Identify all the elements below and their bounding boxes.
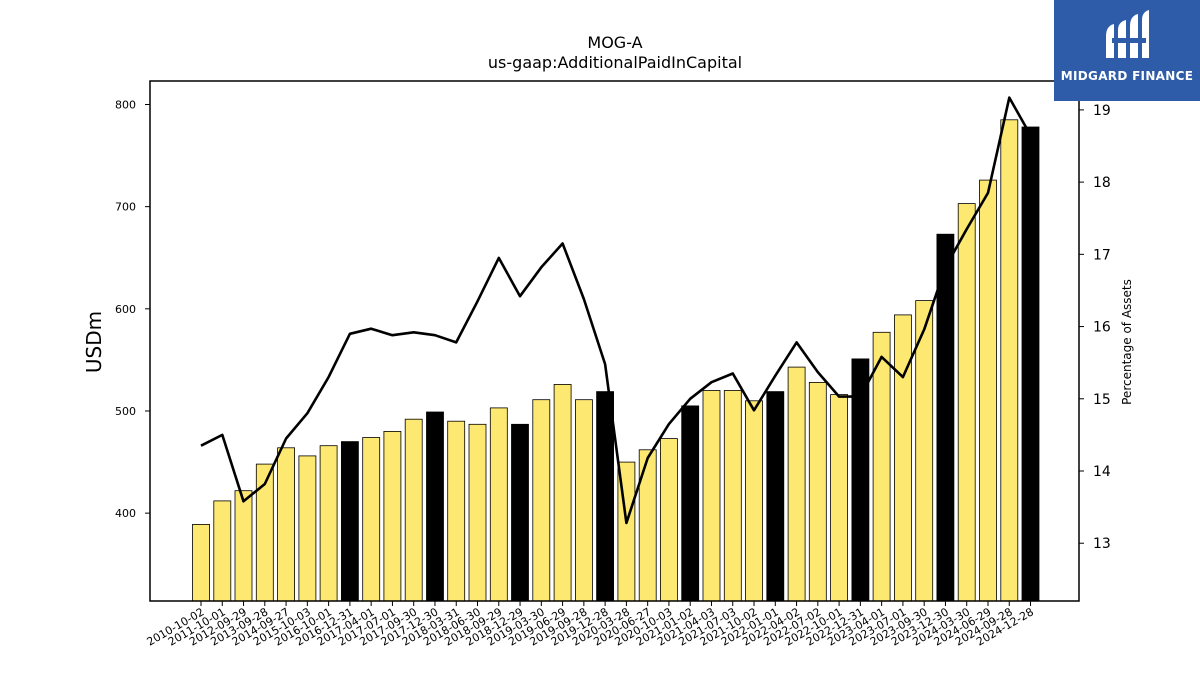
- midgard-logo-icon: [1106, 10, 1149, 58]
- bar: [681, 405, 700, 602]
- bar: [1000, 119, 1019, 602]
- bar: [404, 418, 423, 602]
- bar: [362, 437, 381, 602]
- brand-logo: MIDGARD FINANCE: [1054, 0, 1200, 101]
- bar: [234, 490, 253, 602]
- bar: [489, 407, 508, 602]
- bar: [319, 445, 338, 602]
- y2-tick-label: 14: [1093, 464, 1111, 480]
- bar: [872, 331, 891, 602]
- bar: [894, 314, 912, 602]
- left-axis: 400 500 600 700 800: [115, 98, 150, 520]
- x-axis: 2010-10-022011-10-012012-09-292013-09-28…: [145, 601, 1036, 649]
- bar: [383, 430, 402, 602]
- bar: [553, 383, 572, 602]
- bar: [426, 411, 444, 602]
- y2-tick-label: 17: [1093, 247, 1111, 263]
- y-axis-label: USDm: [82, 311, 106, 373]
- bar: [532, 399, 551, 602]
- percentage-line: [200, 96, 1032, 525]
- bar: [596, 391, 614, 602]
- y-tick-label: 800: [115, 98, 136, 111]
- line-group: [200, 96, 1032, 525]
- bar: [340, 441, 359, 602]
- bar: [702, 390, 721, 602]
- bar: [575, 399, 593, 602]
- bar: [660, 438, 678, 602]
- bar: [745, 400, 763, 602]
- bar: [830, 394, 848, 602]
- chart-subtitle: us-gaap:AdditionalPaidInCapital: [488, 53, 742, 72]
- bar: [808, 381, 827, 602]
- y-tick-label: 500: [115, 405, 136, 418]
- bar: [298, 455, 317, 602]
- y2-tick-label: 16: [1093, 320, 1111, 336]
- bar: [511, 423, 529, 602]
- bar: [468, 423, 487, 602]
- chart-title: MOG-A: [587, 33, 642, 52]
- plot-frame: [149, 80, 1080, 602]
- bar: [766, 391, 785, 602]
- y2-tick-label: 19: [1093, 103, 1111, 119]
- bar: [1021, 126, 1040, 602]
- bar-group: [192, 119, 1040, 602]
- bar: [936, 233, 955, 602]
- y2-tick-label: 13: [1093, 536, 1111, 552]
- y2-tick-label: 15: [1093, 392, 1111, 408]
- bar: [192, 524, 210, 602]
- bar: [213, 500, 232, 602]
- right-axis: 13 14 15 16 17 18 19: [1079, 103, 1111, 552]
- y-tick-label: 700: [115, 201, 136, 214]
- y-tick-label: 400: [115, 507, 136, 520]
- bar: [447, 420, 466, 602]
- bar: [979, 179, 997, 602]
- bar: [723, 390, 742, 602]
- y2-tick-label: 18: [1093, 175, 1111, 191]
- y2-axis-label: Percentage of Assets: [1120, 279, 1134, 405]
- y-tick-label: 600: [115, 303, 136, 316]
- logo-text: MIDGARD FINANCE: [1060, 69, 1194, 83]
- bar: [277, 447, 296, 602]
- bar: [787, 366, 806, 602]
- bar: [957, 203, 976, 602]
